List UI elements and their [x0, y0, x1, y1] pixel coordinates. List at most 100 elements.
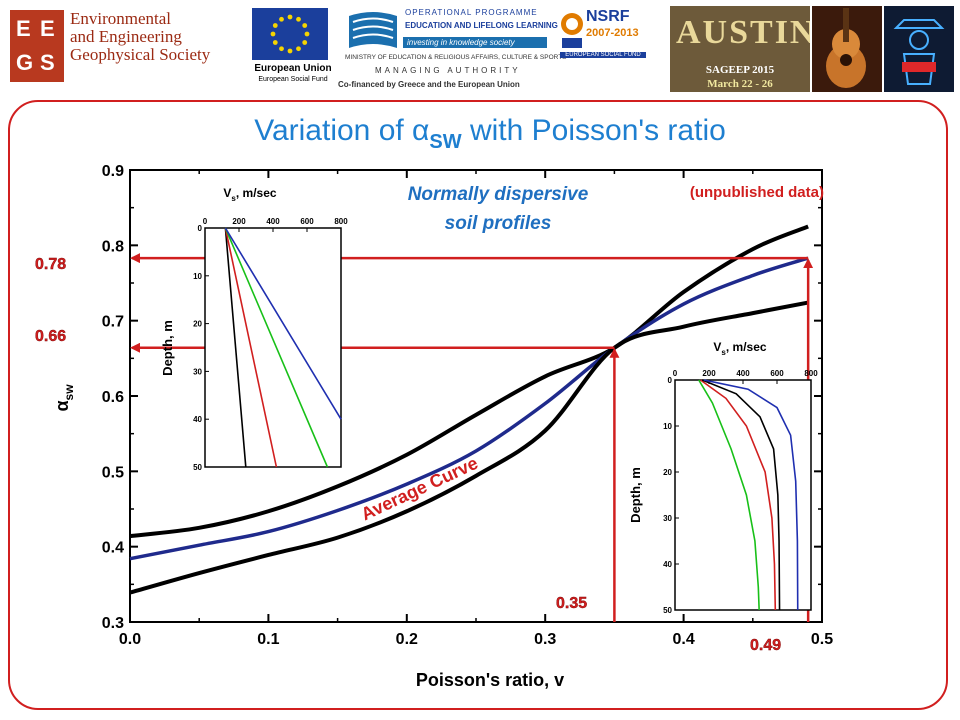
nsrf-caption: EUROPEAN SOCIAL FUND — [560, 52, 646, 58]
x-tick-label: 0.1 — [257, 631, 279, 648]
eu-star — [287, 48, 293, 54]
chart-title-subscript: SW — [429, 131, 461, 153]
eu-caption-title: European Union — [254, 63, 332, 74]
series-line-lower — [129, 300, 809, 595]
guitar-icon — [826, 8, 866, 88]
inset-y-label: Depth, m — [160, 320, 175, 376]
inset-y-tick-label: 30 — [663, 514, 672, 523]
header-banner: E E G S Environmental and Engineering Ge… — [0, 0, 960, 96]
inset-x-tick-label: 200 — [232, 217, 246, 226]
inset-x-tick-label: 800 — [804, 369, 818, 378]
cowboy-icon — [893, 19, 945, 85]
austin-text: AUSTIN — [676, 14, 810, 51]
inset-x-label: Vs, m/sec — [223, 186, 276, 203]
marker-label-049: 0.49 — [750, 637, 781, 654]
inset-profile-line — [701, 379, 781, 611]
x-tick-label: 0.2 — [396, 631, 418, 648]
operational-programme-logo: OPERATIONAL PROGRAMME EDUCATION AND LIFE… — [345, 6, 567, 86]
y-axis-label-sub: sw — [62, 384, 76, 401]
inset-y-label: Depth, m — [628, 467, 643, 523]
x-tick-label: 0.4 — [672, 631, 694, 648]
chart-title-main: Variation of α — [254, 114, 429, 147]
logo-letter: E — [16, 16, 31, 41]
inset-y-tick-label: 30 — [193, 367, 202, 376]
inset-y-tick-label: 50 — [663, 606, 672, 615]
inset-profile-line — [224, 227, 329, 468]
logo-letter: E — [40, 16, 55, 41]
eegs-logo: E E G S — [10, 10, 64, 82]
series-line-upper — [129, 224, 809, 539]
society-name-line: and Engineering — [70, 27, 182, 46]
unpublished-note: (unpublished data) — [690, 184, 824, 201]
inset-x-label-sub: s — [231, 194, 236, 203]
inset-y-tick-label: 40 — [663, 560, 672, 569]
inset-profile-line — [224, 227, 247, 468]
eu-flag-icon — [252, 8, 328, 60]
op-tagline: investing in knowledge society — [403, 37, 547, 48]
y-tick-label: 0.6 — [102, 389, 124, 406]
y-tick-label: 0.9 — [102, 163, 124, 180]
inset-profile-line — [700, 379, 777, 611]
logo-letter: S — [40, 50, 55, 75]
conference-name: SAGEEP 2015 — [705, 64, 775, 76]
inset-y-tick-label: 20 — [193, 320, 202, 329]
eu-star — [302, 40, 308, 45]
inset-x-tick-label: 400 — [266, 217, 280, 226]
x-axis-label: Poisson's ratio, v — [416, 670, 564, 690]
inset-profile-line — [703, 379, 799, 611]
inset-y-tick-label: 40 — [193, 415, 202, 424]
series-line-average — [129, 256, 809, 561]
inset-x-tick-label: 600 — [770, 369, 784, 378]
managing-authority: MANAGING AUTHORITY — [375, 66, 521, 75]
chart-title: Variation of αSW with Poisson's ratio — [254, 114, 726, 153]
y-tick-label: 0.5 — [102, 464, 124, 481]
guitar-image — [812, 6, 882, 92]
inset-y-tick-label: 0 — [198, 224, 203, 233]
eu-star — [279, 46, 284, 52]
chart-title-suffix: with Poisson's ratio — [462, 114, 726, 147]
eu-star — [302, 23, 308, 28]
inset-x-label: Vs, m/sec — [713, 340, 766, 357]
eu-star — [287, 14, 293, 20]
y-tick-label: 0.7 — [102, 314, 124, 331]
inset-x-tick-label: 800 — [334, 217, 348, 226]
inset-y-tick-label: 10 — [663, 422, 672, 431]
nsrf-years: 2007-2013 — [586, 27, 639, 39]
y-axis-label-main: α — [52, 400, 72, 411]
eu-star — [279, 16, 284, 22]
eu-star — [272, 40, 278, 45]
society-name-line: Geophysical Society — [70, 45, 211, 64]
nsrf-title: NSRF — [586, 8, 630, 25]
subtitle-line: soil profiles — [445, 213, 552, 234]
x-tick-label: 0.0 — [119, 631, 141, 648]
inset-x-tick-label: 400 — [736, 369, 750, 378]
inset-frame — [674, 379, 812, 611]
ministry-text: MINISTRY OF EDUCATION & RELIGIOUS AFFAIR… — [345, 54, 567, 61]
society-name-line: Environmental — [70, 9, 172, 28]
eu-star — [296, 16, 301, 22]
marker-label-066: 0.66 — [35, 328, 66, 345]
inset-y-tick-label: 0 — [668, 376, 673, 385]
y-tick-label: 0.3 — [102, 615, 124, 632]
inset-y-tick-label: 20 — [663, 468, 672, 477]
inset-x-label-suffix: , m/sec — [236, 186, 277, 200]
eu-star — [304, 31, 310, 37]
inset-x-tick-label: 0 — [673, 369, 678, 378]
inset-x-label-sub: s — [721, 348, 726, 357]
cofinanced-text: Co-financed by Greece and the European U… — [338, 80, 520, 89]
y-axis-label: αsw — [52, 384, 76, 412]
conference-dates: March 22 - 26 — [707, 78, 773, 90]
eu-caption: European Union European Social Fund — [248, 63, 338, 85]
inset-x-label-main: V — [223, 186, 231, 200]
inset-x-tick-label: 600 — [300, 217, 314, 226]
inset-x-tick-label: 0 — [203, 217, 208, 226]
average-curve-label: Average Curve — [358, 453, 481, 525]
inset-profile-line — [224, 227, 342, 420]
y-tick-label: 0.4 — [102, 540, 124, 557]
x-tick-label: 0.3 — [534, 631, 556, 648]
inset-profile-line — [224, 227, 278, 468]
book-icon — [349, 12, 397, 48]
eu-stars — [270, 14, 310, 54]
neon-cowboy-image — [884, 6, 954, 92]
logo-letter: G — [16, 50, 34, 75]
